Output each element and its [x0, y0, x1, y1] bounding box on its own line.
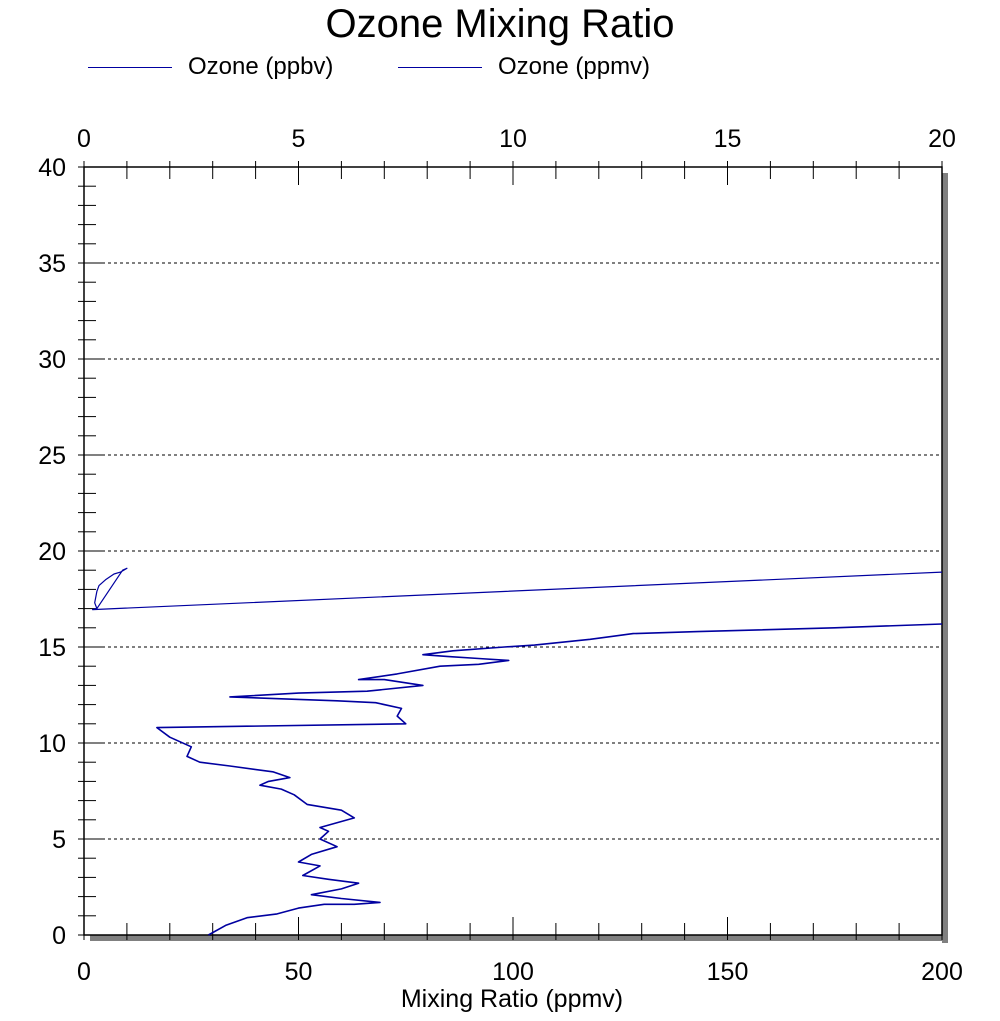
y-tick-label-5: 5	[52, 826, 66, 854]
x-tick-label-0: 0	[77, 958, 91, 986]
series-line-ozone-ppbv	[156, 623, 943, 936]
y-tick-label-0: 0	[52, 922, 66, 950]
legend-swatch-ozone-ppmv	[398, 67, 482, 68]
x2-tick-label-0: 0	[77, 125, 91, 153]
x2-tick-label-10: 10	[499, 125, 527, 153]
chart-title: Ozone Mixing Ratio	[325, 2, 675, 46]
y-tick-label-15: 15	[38, 634, 66, 662]
x-tick-label-100: 100	[492, 958, 534, 986]
y-tick-label-40: 40	[38, 154, 66, 182]
legend-swatch-ozone-ppbv	[88, 67, 172, 68]
x-axis-label: Mixing Ratio (ppmv)	[400, 985, 624, 1013]
x2-tick-label-15: 15	[714, 125, 742, 153]
x2-tick-label-20: 20	[928, 125, 956, 153]
y-tick-label-25: 25	[38, 442, 66, 470]
plot-shadow-right	[942, 173, 948, 943]
plot-shadow-bottom	[90, 935, 948, 941]
legend-label-ozone-ppbv: Ozone (ppbv)	[188, 53, 334, 80]
legend-label-ozone-ppmv: Ozone (ppmv)	[498, 53, 651, 80]
y-tick-label-10: 10	[38, 730, 66, 758]
series-line-ozone-ppmv	[91, 567, 943, 611]
x-tick-label-150: 150	[707, 958, 749, 986]
x2-tick-label-5: 5	[292, 125, 306, 153]
x-tick-label-50: 50	[285, 958, 313, 986]
x-tick-label-200: 200	[921, 958, 963, 986]
legend: Ozone (ppbv) Ozone (ppmv)	[0, 50, 1000, 90]
y-tick-label-35: 35	[38, 250, 66, 278]
y-tick-label-30: 30	[38, 346, 66, 374]
y-tick-label-20: 20	[38, 538, 66, 566]
